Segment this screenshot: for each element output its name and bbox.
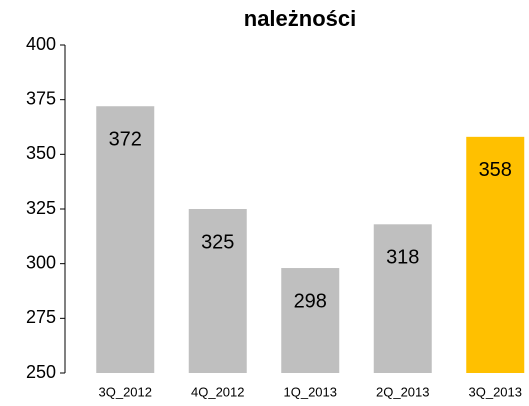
bar [466,136,525,373]
data-label: 358 [479,159,512,181]
bar [373,224,432,373]
y-tick-label: 375 [26,88,56,108]
data-label: 298 [294,290,327,312]
x-tick-label: 2Q_2013 [376,384,430,399]
x-tick-label: 4Q_2012 [191,384,245,399]
x-tick-label: 3Q_2013 [469,384,523,399]
y-tick-label: 275 [26,307,56,327]
chart-title: należności [244,6,356,31]
y-tick-label: 250 [26,362,56,382]
data-label: 325 [201,231,234,253]
x-tick-label: 1Q_2013 [284,384,338,399]
y-tick-label: 325 [26,198,56,218]
data-label: 372 [109,129,142,151]
y-tick-label: 350 [26,143,56,163]
bar [281,268,340,373]
bar [188,209,247,373]
bar [96,106,155,373]
x-tick-label: 3Q_2012 [99,384,153,399]
y-tick-label: 400 [26,34,56,54]
y-tick-label: 300 [26,252,56,272]
data-label: 318 [386,247,419,269]
